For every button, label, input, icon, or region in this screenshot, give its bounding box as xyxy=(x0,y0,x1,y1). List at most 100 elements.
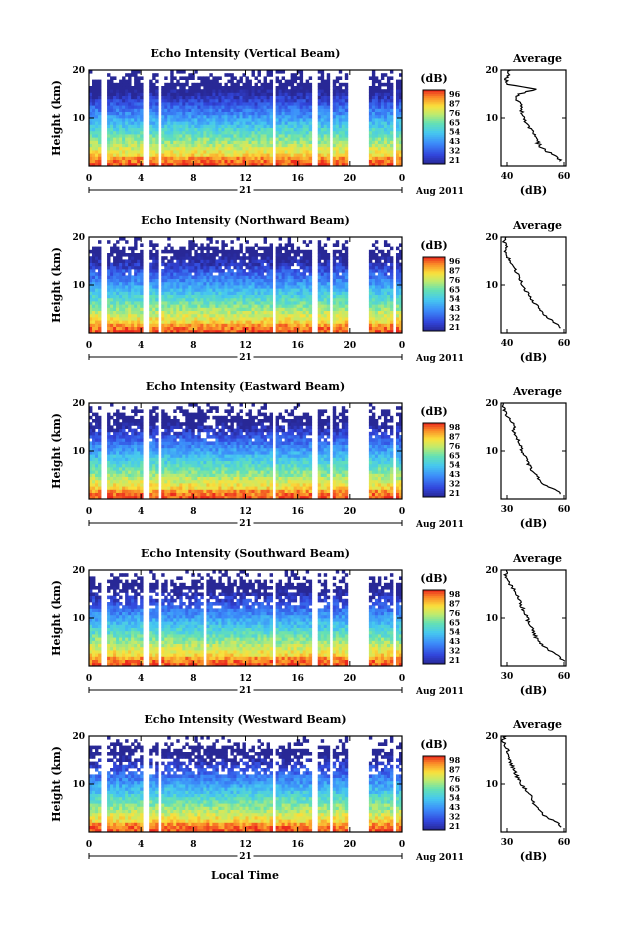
heatmap-cell xyxy=(224,295,227,299)
heatmap-cell xyxy=(122,253,125,257)
heatmap-cell xyxy=(249,327,252,331)
heatmap-cell xyxy=(188,275,191,279)
heatmap-cell xyxy=(372,275,375,279)
heatmap-cell xyxy=(375,263,378,267)
heatmap-cell xyxy=(200,314,203,318)
heatmap-cell xyxy=(279,144,282,148)
heatmap-cell xyxy=(224,156,227,160)
heatmap-cell xyxy=(137,108,140,112)
heatmap-cell xyxy=(230,131,233,135)
heatmap-cell xyxy=(191,153,194,157)
heatmap-cell xyxy=(249,118,252,122)
heatmap-cell xyxy=(300,137,303,141)
heatmap-cell xyxy=(321,320,324,324)
heatmap-cell xyxy=(339,291,342,295)
heatmap-cell xyxy=(246,301,249,305)
heatmap-cell xyxy=(282,99,285,103)
heatmap-cell xyxy=(324,253,327,257)
heatmap-cell xyxy=(264,153,267,157)
heatmap-cell xyxy=(246,147,249,151)
heatmap-cell xyxy=(122,147,125,151)
heatmap-cell xyxy=(98,489,101,493)
heatmap-cell xyxy=(300,80,303,84)
heatmap-cell xyxy=(227,311,230,315)
heatmap-cell xyxy=(179,76,182,80)
heatmap-cell xyxy=(128,134,131,138)
heatmap-cell xyxy=(258,86,261,90)
heatmap-cell xyxy=(152,147,155,151)
heatmap-cell xyxy=(255,131,258,135)
heatmap-cell xyxy=(152,304,155,308)
heatmap-cell xyxy=(95,118,98,122)
heatmap-cell xyxy=(215,282,218,286)
heatmap-cell xyxy=(267,307,270,311)
heatmap-cell xyxy=(279,272,282,276)
heatmap-cell xyxy=(113,269,116,273)
heatmap-cell xyxy=(119,140,122,144)
heatmap-cell xyxy=(252,144,255,148)
heatmap-cell xyxy=(378,295,381,299)
heatmap-cell xyxy=(390,134,393,138)
heatmap-cell xyxy=(294,288,297,292)
heatmap-cell xyxy=(194,275,197,279)
heatmap-cell xyxy=(95,137,98,141)
heatmap-cell xyxy=(125,83,128,87)
heatmap-cell xyxy=(107,317,110,321)
heatmap-cell xyxy=(318,314,321,318)
heatmap-cell xyxy=(200,160,203,164)
heatmap-cell xyxy=(291,301,294,305)
heatmap-cell xyxy=(224,118,227,122)
heatmap-cell xyxy=(140,288,143,292)
heatmap-cell xyxy=(134,291,137,295)
heatmap-cell xyxy=(107,150,110,154)
heatmap-cell xyxy=(390,108,393,112)
heatmap-cell xyxy=(176,327,179,331)
heatmap-cell xyxy=(200,156,203,160)
heatmap-cell xyxy=(164,288,167,292)
heatmap-cell xyxy=(200,105,203,109)
heatmap-cell xyxy=(336,150,339,154)
heatmap-cell xyxy=(255,102,258,106)
heatmap-cell xyxy=(98,314,101,318)
heatmap-cell xyxy=(303,108,306,112)
heatmap-cell xyxy=(336,76,339,80)
heatmap-cell xyxy=(261,291,264,295)
heatmap-cell xyxy=(227,147,230,151)
heatmap-cell xyxy=(167,295,170,299)
heatmap-cell xyxy=(378,105,381,109)
heatmap-cell xyxy=(342,83,345,87)
heatmap-cell xyxy=(242,147,245,151)
heatmap-cell xyxy=(212,291,215,295)
heatmap-cell xyxy=(116,323,119,327)
heatmap-cell xyxy=(152,298,155,302)
heatmap-cell xyxy=(152,243,155,247)
heatmap-cell xyxy=(372,131,375,135)
heatmap-cell xyxy=(98,160,101,164)
heatmap-cell xyxy=(291,121,294,125)
heatmap-cell xyxy=(176,144,179,148)
heatmap-cell xyxy=(300,153,303,157)
heatmap-cell xyxy=(116,147,119,151)
heatmap-cell xyxy=(387,307,390,311)
heatmap-cell xyxy=(261,288,264,292)
heatmap-cell xyxy=(309,131,312,135)
heatmap-cell xyxy=(155,108,158,112)
heatmap-cell xyxy=(255,314,258,318)
heatmap-cell xyxy=(122,86,125,90)
heatmap-cell xyxy=(318,83,321,87)
heatmap-cell xyxy=(282,137,285,141)
heatmap-cell xyxy=(149,275,152,279)
heatmap-cell xyxy=(285,243,288,247)
heatmap-cell xyxy=(92,134,95,138)
heatmap-cell xyxy=(258,282,261,286)
heatmap-cell xyxy=(270,92,273,96)
heatmap-cell xyxy=(137,105,140,109)
heatmap-cell xyxy=(300,304,303,308)
heatmap-cell xyxy=(327,320,330,324)
heatmap-cell xyxy=(303,160,306,164)
heatmap-cell xyxy=(276,298,279,302)
heatmap-cell xyxy=(239,92,242,96)
heatmap-cell xyxy=(95,448,98,452)
heatmap-cell xyxy=(375,118,378,122)
heatmap-cell xyxy=(390,327,393,331)
